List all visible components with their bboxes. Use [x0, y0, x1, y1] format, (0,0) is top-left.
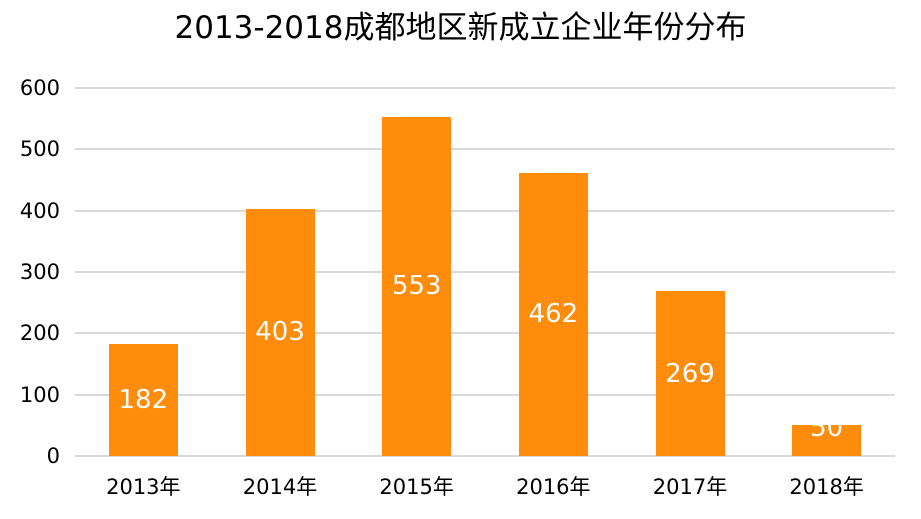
x-tick-label: 2015年 [379, 475, 454, 499]
bar: 462 [518, 172, 588, 456]
x-tick-label: 2016年 [516, 475, 591, 499]
data-label: 50 [810, 425, 844, 444]
y-tick-label: 100 [19, 382, 60, 407]
chart-title: 2013-2018成都地区新成立企业年份分布 [174, 10, 747, 46]
data-label: 403 [255, 317, 305, 348]
gridline [75, 209, 895, 212]
gridline [75, 455, 895, 457]
bar: 182 [108, 344, 178, 456]
gridline [75, 148, 895, 151]
gridline [75, 332, 895, 335]
gridline [75, 271, 895, 273]
data-label: 269 [665, 358, 715, 389]
gridline [75, 393, 895, 396]
bar: 553 [382, 116, 452, 456]
y-tick-label: 400 [19, 198, 60, 223]
x-tick-label: 2018年 [789, 475, 864, 499]
y-tick-label: 0 [46, 444, 60, 468]
plot-area: 182 403 553 462 269 50 [75, 87, 895, 457]
y-tick-label: 500 [19, 137, 60, 162]
gridline [75, 87, 895, 89]
x-tick-label: 2017年 [652, 475, 728, 499]
y-tick-label: 300 [19, 260, 60, 284]
bar: 269 [655, 291, 725, 456]
bar: 50 [792, 425, 862, 456]
y-tick-label: 200 [19, 321, 60, 346]
data-label: 462 [528, 299, 579, 330]
data-label: 553 [391, 271, 442, 302]
y-tick-label: 600 [19, 76, 60, 100]
bar: 403 [245, 208, 315, 456]
data-label: 182 [118, 385, 169, 416]
x-tick-label: 2013年 [106, 475, 181, 499]
x-tick-label: 2014年 [242, 475, 318, 499]
